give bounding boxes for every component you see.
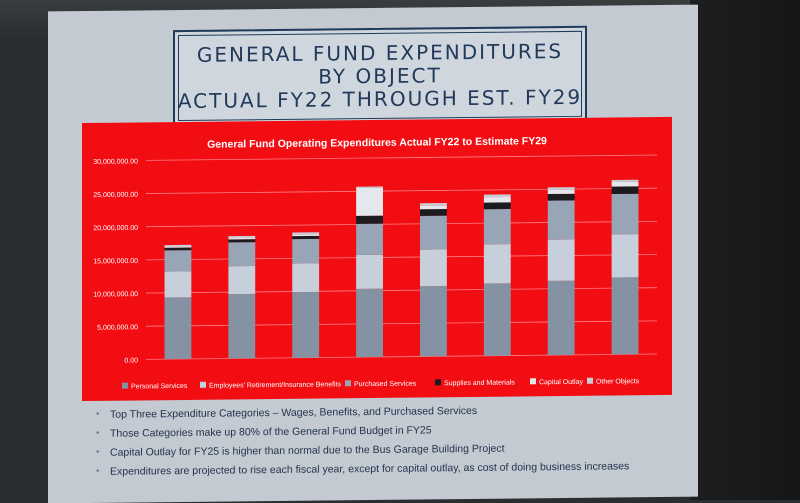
bar-segment [292, 238, 320, 264]
legend-label: Purchased Services [354, 381, 417, 389]
bar-segment [611, 179, 639, 183]
bar-segment [483, 194, 511, 198]
legend-label: Employees' Retirement/Insurance Benefits [209, 381, 342, 389]
bar-segment [547, 193, 575, 201]
y-tick-label: 10,000,000.00 [93, 291, 138, 298]
bar-segment [228, 237, 256, 240]
gridline [146, 353, 657, 360]
bullet-marker: • [96, 446, 100, 458]
bar-segment [611, 186, 639, 194]
bar-segment [292, 234, 320, 237]
bullet-list: • Top Three Expenditure Categories – Wage… [88, 403, 688, 485]
legend-swatch [345, 380, 351, 387]
bar-segment [420, 202, 447, 206]
bar-segment [547, 189, 575, 194]
bar-segment [292, 291, 320, 358]
legend-label: Personal Services [131, 383, 188, 391]
legend-label: Capital Outlay [539, 379, 583, 386]
bar-segment [356, 223, 383, 256]
room-background-right [690, 0, 800, 500]
bullet-marker: • [96, 408, 100, 420]
y-tick-label: 25,000,000.00 [93, 192, 138, 199]
bar-segment [547, 239, 575, 281]
legend-swatch [587, 377, 593, 384]
bar-segment [547, 200, 575, 240]
bar-segment [483, 208, 511, 245]
bar-segment [356, 186, 383, 189]
bar-segment [164, 246, 192, 248]
bar-segment [228, 266, 256, 295]
bar-segment [483, 197, 511, 203]
gridline [146, 287, 657, 294]
bar-segment [420, 215, 447, 250]
bar-segment [483, 244, 511, 284]
legend-swatch [200, 381, 206, 388]
chart-area: General Fund Operating Expenditures Actu… [82, 116, 672, 402]
bar-segment [611, 193, 639, 235]
bar-segment [611, 181, 639, 187]
bar-segment [164, 247, 192, 251]
slide-title-box: GENERAL FUND EXPENDITURES BY OBJECT ACTU… [173, 25, 587, 127]
bullet-marker: • [96, 427, 100, 439]
gridline [146, 220, 657, 228]
y-tick-label: 5,000,000.00 [97, 324, 138, 331]
gridline [146, 187, 657, 194]
bar-segment [292, 263, 320, 293]
y-tick-label: 30,000,000.00 [93, 158, 138, 165]
bar-segment [547, 280, 575, 356]
bar-segment [164, 244, 192, 247]
bar-segment [483, 202, 511, 210]
legend-label: Other Objects [596, 378, 640, 385]
slide-title-line-3: ACTUAL FY22 THROUGH EST. FY29 [177, 84, 583, 114]
bar-segment [611, 234, 639, 278]
bar-segment [356, 215, 383, 224]
bar-segment [420, 205, 447, 210]
bar-segment [228, 239, 256, 243]
y-tick-label: 0.00 [124, 357, 138, 364]
bar-segment [356, 254, 383, 289]
y-tick-label: 15,000,000.00 [93, 258, 138, 265]
bullet-text: Those Categories make up 80% of the Gene… [110, 424, 432, 440]
bar-segment [292, 235, 320, 240]
legend-swatch [435, 379, 441, 386]
bar-segment [356, 288, 383, 358]
legend-label: Supplies and Materials [444, 380, 515, 388]
bar-segment [164, 271, 192, 298]
projected-slide: GENERAL FUND EXPENDITURES BY OBJECT ACTU… [48, 4, 698, 503]
bar-segment [420, 208, 447, 216]
stacked-bar-chart: General Fund Operating Expenditures Actu… [93, 135, 657, 391]
bar-segment [228, 293, 256, 359]
gridline [146, 254, 657, 261]
bar-segment [164, 297, 192, 360]
bar-segment [483, 283, 511, 356]
y-tick-label: 20,000,000.00 [93, 225, 138, 232]
legend-swatch [122, 382, 128, 389]
bullet-text: Top Three Expenditure Categories – Wages… [110, 404, 478, 421]
gridline [146, 320, 657, 327]
bullet-marker: • [96, 465, 100, 477]
legend-swatch [530, 378, 536, 385]
bar-segment [292, 232, 320, 235]
bar-segment [356, 187, 383, 216]
bar-segment [420, 249, 447, 287]
bar-segment [611, 277, 639, 355]
bar-segment [228, 235, 256, 239]
bar-segment [228, 242, 256, 267]
chart-title: General Fund Operating Expenditures Actu… [207, 135, 547, 151]
bar-segment [547, 187, 575, 190]
bar-segment [420, 285, 447, 357]
gridline [146, 154, 657, 161]
bar-segment [164, 250, 192, 272]
